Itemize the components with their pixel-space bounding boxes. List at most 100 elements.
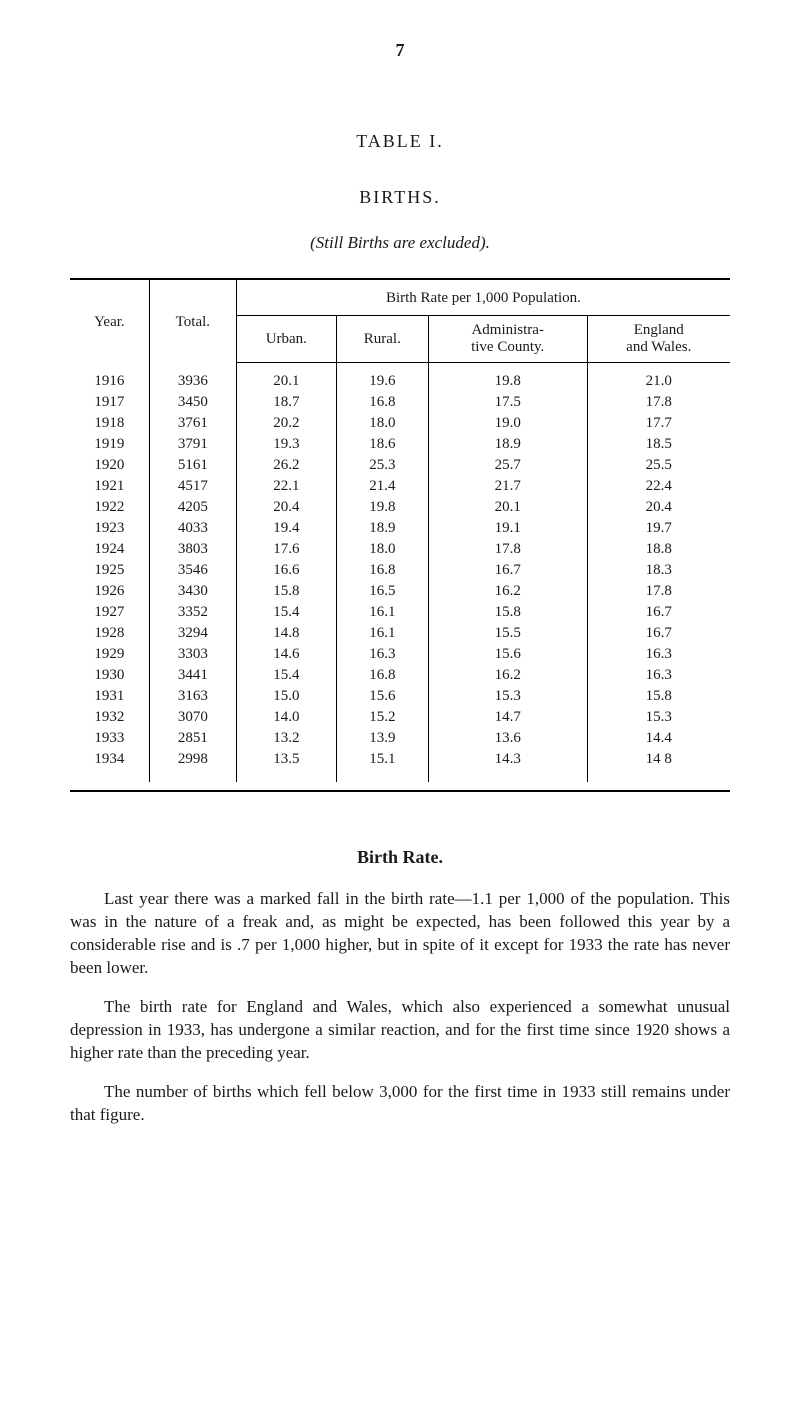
table-row: 1917345018.716.817.517.8 [70,392,730,413]
table-row: 1925354616.616.816.718.3 [70,560,730,581]
cell-admin: 14.3 [428,749,587,782]
page-number: 7 [70,40,730,61]
cell-total: 3791 [149,434,236,455]
paragraph-1: Last year there was a marked fall in the… [70,888,730,980]
table-row: 1921451722.121.421.722.4 [70,476,730,497]
cell-england: 17.7 [587,413,730,434]
cell-england: 16.3 [587,665,730,686]
cell-rural: 15.1 [336,749,428,782]
cell-year: 1921 [70,476,149,497]
cell-urban: 15.4 [236,602,336,623]
cell-total: 3761 [149,413,236,434]
cell-england: 14 8 [587,749,730,782]
cell-admin: 15.5 [428,623,587,644]
cell-england: 21.0 [587,363,730,393]
cell-urban: 20.2 [236,413,336,434]
cell-total: 3303 [149,644,236,665]
table-row: 1918376120.218.019.017.7 [70,413,730,434]
cell-total: 3441 [149,665,236,686]
cell-year: 1925 [70,560,149,581]
col-header-year: Year. [70,280,149,363]
cell-total: 3803 [149,539,236,560]
cell-admin: 18.9 [428,434,587,455]
cell-year: 1918 [70,413,149,434]
cell-urban: 14.0 [236,707,336,728]
cell-admin: 17.8 [428,539,587,560]
cell-england: 15.8 [587,686,730,707]
col-header-urban: Urban. [236,316,336,363]
cell-rural: 13.9 [336,728,428,749]
cell-year: 1931 [70,686,149,707]
cell-urban: 20.4 [236,497,336,518]
table-row: 1916393620.119.619.821.0 [70,363,730,393]
cell-total: 4517 [149,476,236,497]
births-heading: BIRTHS. [70,187,730,208]
cell-rural: 16.5 [336,581,428,602]
col-header-admin: Administra-tive County. [428,316,587,363]
col-header-total: Total. [149,280,236,363]
cell-rural: 16.1 [336,623,428,644]
cell-urban: 15.0 [236,686,336,707]
cell-rural: 18.0 [336,539,428,560]
table-row: 1926343015.816.516.217.8 [70,581,730,602]
cell-england: 16.3 [587,644,730,665]
cell-rural: 19.6 [336,363,428,393]
cell-year: 1928 [70,623,149,644]
table-row: 1934299813.515.114.314 8 [70,749,730,782]
cell-urban: 17.6 [236,539,336,560]
cell-rural: 16.3 [336,644,428,665]
cell-year: 1927 [70,602,149,623]
cell-england: 17.8 [587,581,730,602]
cell-admin: 17.5 [428,392,587,413]
cell-admin: 15.3 [428,686,587,707]
cell-urban: 22.1 [236,476,336,497]
cell-year: 1916 [70,363,149,393]
table-header: Year. Total. Birth Rate per 1,000 Popula… [70,280,730,363]
cell-total: 3070 [149,707,236,728]
cell-england: 18.8 [587,539,730,560]
cell-total: 3936 [149,363,236,393]
cell-year: 1930 [70,665,149,686]
cell-england: 20.4 [587,497,730,518]
paragraph-2: The birth rate for England and Wales, wh… [70,996,730,1065]
cell-urban: 14.6 [236,644,336,665]
cell-urban: 19.4 [236,518,336,539]
table-row: 1919379119.318.618.918.5 [70,434,730,455]
table-row: 1922420520.419.820.120.4 [70,497,730,518]
cell-urban: 18.7 [236,392,336,413]
cell-england: 22.4 [587,476,730,497]
col-header-rural: Rural. [336,316,428,363]
spanner-row: Year. Total. Birth Rate per 1,000 Popula… [70,280,730,316]
table-row: 1929330314.616.315.616.3 [70,644,730,665]
cell-rural: 15.6 [336,686,428,707]
cell-total: 5161 [149,455,236,476]
cell-year: 1923 [70,518,149,539]
col-header-england: Englandand Wales. [587,316,730,363]
cell-urban: 15.4 [236,665,336,686]
cell-admin: 16.7 [428,560,587,581]
cell-total: 4033 [149,518,236,539]
cell-admin: 19.0 [428,413,587,434]
table-row: 1933285113.213.913.614.4 [70,728,730,749]
cell-urban: 13.2 [236,728,336,749]
cell-year: 1919 [70,434,149,455]
cell-rural: 16.8 [336,392,428,413]
cell-year: 1934 [70,749,149,782]
table-row: 1923403319.418.919.119.7 [70,518,730,539]
cell-england: 15.3 [587,707,730,728]
cell-rural: 16.1 [336,602,428,623]
table-row: 1920516126.225.325.725.5 [70,455,730,476]
cell-urban: 19.3 [236,434,336,455]
cell-urban: 13.5 [236,749,336,782]
paragraph-3: The number of births which fell below 3,… [70,1081,730,1127]
table-bottom-rule [70,790,730,792]
table-label: TABLE I. [70,131,730,152]
page: 7 TABLE I. BIRTHS. (Still Births are exc… [0,0,800,1403]
cell-year: 1926 [70,581,149,602]
cell-rural: 16.8 [336,665,428,686]
cell-urban: 20.1 [236,363,336,393]
cell-total: 2998 [149,749,236,782]
cell-rural: 15.2 [336,707,428,728]
cell-urban: 16.6 [236,560,336,581]
cell-admin: 25.7 [428,455,587,476]
